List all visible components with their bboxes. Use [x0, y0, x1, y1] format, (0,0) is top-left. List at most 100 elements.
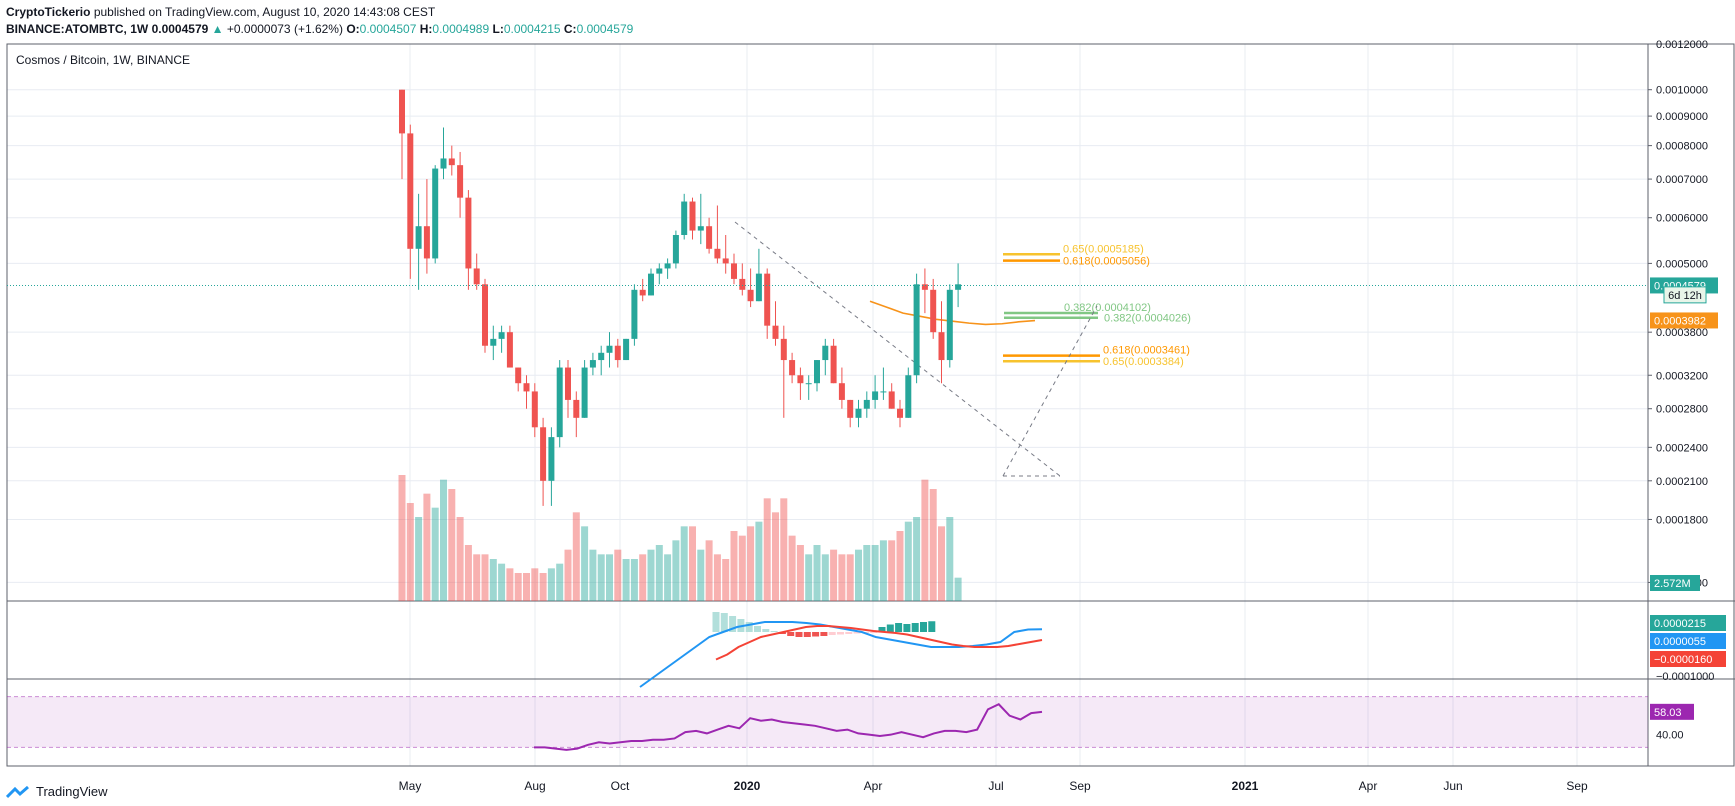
countdown-badge	[1663, 286, 1707, 304]
price-change: +0.0000073 (+1.62%)	[226, 22, 343, 36]
candle-body	[681, 201, 688, 236]
candle-body	[805, 383, 812, 385]
volume-bar	[655, 545, 663, 601]
macd-histogram-bar	[886, 624, 894, 632]
volume-bar	[722, 559, 730, 601]
volume-bar	[531, 568, 539, 601]
candle-body	[498, 332, 505, 339]
candle-body	[506, 332, 513, 368]
volume-bar	[423, 493, 431, 601]
macd-histogram-bar	[870, 632, 878, 633]
x-tick-label: Apr	[1359, 779, 1378, 793]
volume-bar	[547, 568, 555, 601]
signal-line	[715, 625, 1043, 661]
volume-bar	[938, 526, 945, 601]
candle-body	[490, 338, 497, 346]
volume-bar	[614, 549, 622, 601]
volume-bar	[689, 526, 696, 601]
candle-body	[415, 226, 422, 249]
macd-badge	[1650, 633, 1726, 649]
candle-body	[780, 338, 787, 361]
x-tick-label: Aug	[524, 779, 545, 793]
volume-bar	[647, 549, 655, 601]
macd-badge-label: 0.0000215	[1654, 618, 1706, 630]
candle-body	[523, 383, 530, 392]
price-badge	[1650, 312, 1718, 329]
macd-badge	[1650, 615, 1726, 631]
volume-bar	[506, 568, 514, 601]
macd-pane: 0.0000215 0.0000055 −0.0000160 −0.0001000	[639, 612, 1726, 688]
rsi-badge-label: 58.03	[1654, 707, 1682, 719]
candle-body	[747, 289, 754, 302]
trend-lines[interactable]	[734, 221, 1098, 477]
fib-label: 0.618(0.0005056)	[1063, 256, 1150, 268]
macd-histogram-bar	[787, 632, 795, 636]
candle-body	[946, 289, 953, 361]
volume-bar	[780, 498, 788, 601]
candle-body	[764, 273, 771, 326]
volume-bar	[464, 545, 472, 601]
candle-body	[888, 391, 895, 409]
x-tick-label: Sep	[1566, 779, 1588, 793]
candle-body	[623, 338, 630, 361]
volume-bar	[863, 545, 871, 601]
candle-body	[573, 399, 580, 418]
price-axis[interactable]: 0.0012000 0.0010000 0.0009000 0.0008000 0.00…	[1648, 39, 1718, 591]
volume-bar	[523, 573, 530, 601]
rsi-line	[534, 703, 1043, 751]
x-tick-label: Jul	[988, 779, 1003, 793]
candle-body	[432, 168, 439, 259]
volume-bar	[440, 479, 447, 601]
candle-body	[631, 289, 638, 339]
brand-label: TradingView	[36, 784, 108, 799]
fib-label: 0.618(0.0003461)	[1103, 345, 1190, 357]
macd-badge-label: −0.0000160	[1654, 654, 1712, 666]
macd-tick-label: −0.0001000	[1656, 671, 1714, 683]
volume-bar	[921, 479, 929, 601]
fib-levels: 0.65(0.0005185)0.618(0.0005056) 0.382(0.0…	[1003, 243, 1191, 368]
volume-bar	[855, 549, 862, 601]
y-tick-label: 0.0007000	[1656, 174, 1708, 186]
volume-bar	[763, 498, 771, 601]
close-value: 0.0004579	[576, 22, 634, 36]
rsi-pane: 58.03 40.00	[7, 696, 1694, 751]
pane-borders	[6, 43, 1735, 767]
candle-body	[614, 345, 621, 361]
volume-bar	[838, 554, 846, 601]
macd-histogram-bar	[812, 632, 820, 637]
y-tick-label: 0.0006000	[1656, 213, 1708, 225]
candle-body	[448, 158, 455, 166]
candle-body	[822, 345, 829, 361]
candle-body	[789, 360, 796, 376]
candle-body	[581, 367, 588, 418]
volume-bars	[398, 475, 962, 601]
macd-histogram-bar	[828, 632, 836, 635]
grid-lines	[7, 43, 1648, 766]
low-value: 0.0004215	[503, 22, 561, 36]
candle-body	[473, 268, 480, 285]
x-tick-label: 2020	[734, 779, 761, 793]
fib-label: 0.65(0.0003384)	[1103, 356, 1184, 368]
candle-body	[531, 391, 538, 428]
ohlc-legend: BINANCE:ATOMBTC, 1W 0.0004579 ▲ +0.00000…	[6, 22, 633, 36]
macd-badge	[1650, 651, 1726, 667]
trend-line-2	[1002, 305, 1098, 477]
candle-body	[457, 165, 464, 198]
time-axis[interactable]: May Aug Oct 2020 Apr Jul Sep 2021 Apr Jun Sep	[399, 779, 1588, 793]
rsi-badge	[1650, 703, 1694, 720]
candle-body	[755, 273, 762, 302]
volume-bar	[796, 545, 804, 601]
candle-body	[482, 284, 488, 346]
candle-body	[872, 391, 879, 400]
volume-bar	[597, 554, 605, 601]
tradingview-brand[interactable]: TradingView	[6, 784, 108, 799]
author-name[interactable]: CryptoTickerio	[6, 5, 91, 19]
volume-bar	[664, 554, 672, 601]
candle-body	[540, 427, 547, 481]
volume-bar	[514, 573, 522, 601]
volume-bar	[730, 531, 738, 601]
y-tick-label: 0.0012000	[1656, 39, 1708, 51]
y-tick-label: 0.0001800	[1656, 514, 1708, 526]
volume-bar	[871, 545, 879, 601]
